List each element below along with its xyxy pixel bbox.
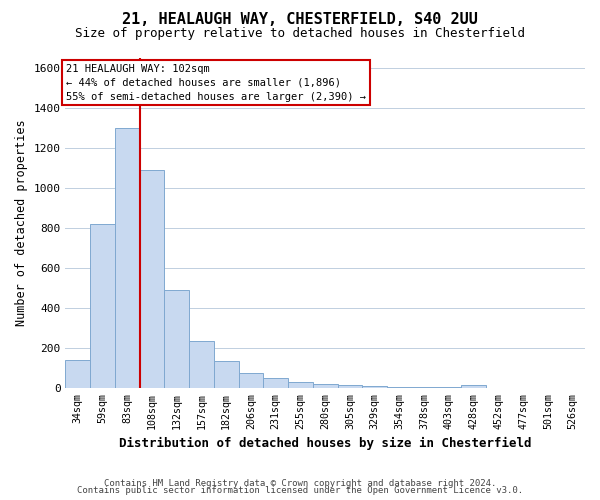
Text: 21, HEALAUGH WAY, CHESTERFIELD, S40 2UU: 21, HEALAUGH WAY, CHESTERFIELD, S40 2UU xyxy=(122,12,478,28)
Bar xyxy=(288,382,313,388)
Text: 21 HEALAUGH WAY: 102sqm
← 44% of detached houses are smaller (1,896)
55% of semi: 21 HEALAUGH WAY: 102sqm ← 44% of detache… xyxy=(66,64,366,102)
Bar xyxy=(214,360,239,388)
Bar xyxy=(387,386,412,388)
X-axis label: Distribution of detached houses by size in Chesterfield: Distribution of detached houses by size … xyxy=(119,437,532,450)
Bar xyxy=(313,384,338,388)
Bar xyxy=(65,360,90,388)
Bar xyxy=(140,170,164,388)
Bar xyxy=(263,378,288,388)
Bar xyxy=(461,386,486,388)
Bar xyxy=(412,387,437,388)
Bar xyxy=(189,340,214,388)
Bar xyxy=(239,372,263,388)
Bar xyxy=(362,386,387,388)
Y-axis label: Number of detached properties: Number of detached properties xyxy=(15,120,28,326)
Bar xyxy=(338,386,362,388)
Bar xyxy=(115,128,140,388)
Text: Contains public sector information licensed under the Open Government Licence v3: Contains public sector information licen… xyxy=(77,486,523,495)
Text: Contains HM Land Registry data © Crown copyright and database right 2024.: Contains HM Land Registry data © Crown c… xyxy=(104,478,496,488)
Text: Size of property relative to detached houses in Chesterfield: Size of property relative to detached ho… xyxy=(75,28,525,40)
Bar xyxy=(164,290,189,388)
Bar xyxy=(90,224,115,388)
